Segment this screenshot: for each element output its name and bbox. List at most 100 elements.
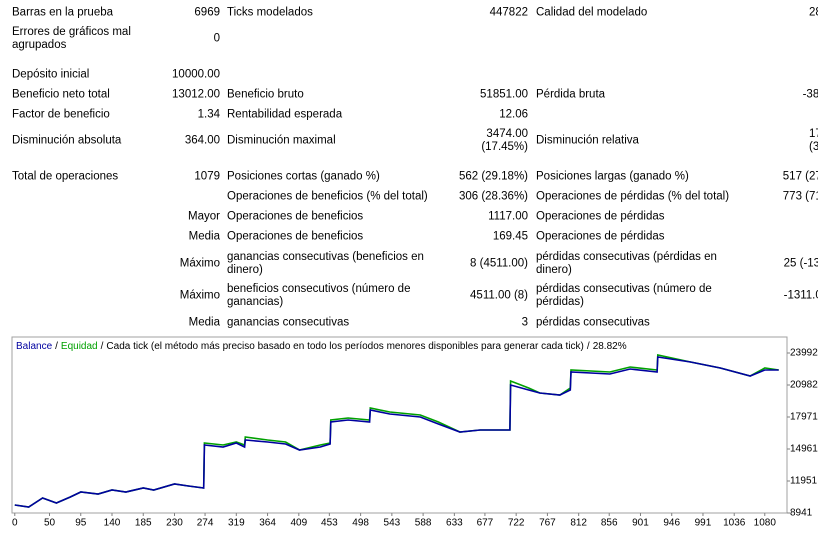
x-tick-label: 319 <box>228 518 245 529</box>
x-tick-label: 364 <box>259 518 276 529</box>
x-tick-label: 901 <box>632 518 649 529</box>
chart-subtitle: Cada tick (el método más preciso basado … <box>106 341 584 352</box>
x-tick-label: 677 <box>477 518 494 529</box>
report-value: 17.45% (3474.0 <box>808 128 818 153</box>
report-label: pérdidas consecutivas (número de pérdida… <box>536 283 712 308</box>
report-label: Disminución maximal <box>227 134 336 147</box>
report-label: Calidad del modelado <box>536 6 648 19</box>
x-tick-label: 1036 <box>723 518 746 529</box>
report-label: Factor de beneficio <box>12 108 110 121</box>
y-tick-label: 23992 <box>790 348 818 359</box>
report-value: 3474.00 (17.45%) <box>481 128 528 153</box>
x-tick-label: 812 <box>570 518 587 529</box>
report-value: 169.45 <box>492 230 528 243</box>
report-value: 25 (-1311.00 <box>783 257 818 270</box>
report-label: pérdidas consecutivas (pérdidas en diner… <box>536 251 717 276</box>
x-tick-label: 722 <box>508 518 525 529</box>
report-label: Disminución absoluta <box>12 134 122 147</box>
report-value: 8 (4511.00) <box>470 257 528 270</box>
x-tick-label: 498 <box>352 518 369 529</box>
x-tick-label: 588 <box>415 518 432 529</box>
report-label: Beneficio neto total <box>12 88 110 101</box>
report-label: Operaciones de beneficios (% del total) <box>227 190 428 203</box>
report-label: Ticks modelados <box>227 6 313 19</box>
x-tick-label: 274 <box>197 518 214 529</box>
y-tick-label: 14961 <box>790 444 818 455</box>
chart-frame <box>11 336 788 514</box>
report-value: 364.00 <box>184 134 220 147</box>
report-value: 3 <box>521 316 528 329</box>
y-tick-label: 11951 <box>790 476 818 487</box>
report-label: Total de operaciones <box>12 170 119 183</box>
report-value: 10000.00 <box>172 68 220 81</box>
report-label: Rentabilidad esperada <box>227 108 343 121</box>
report-label: Operaciones de pérdidas <box>536 210 665 223</box>
report-value: 51851.00 <box>480 88 528 101</box>
report-value: Máximo <box>179 257 220 270</box>
report-value: -1311.00 (25 <box>783 289 818 302</box>
report-label: Pérdida bruta <box>536 88 606 101</box>
x-tick-label: 767 <box>539 518 556 529</box>
report-label: Depósito inicial <box>12 68 90 81</box>
legend-equity: Equidad <box>61 341 98 352</box>
report-value: 306 (28.36%) <box>458 190 528 203</box>
x-tick-label: 140 <box>104 518 121 529</box>
report-value: 517 (27.47% <box>782 170 818 183</box>
x-tick-label: 230 <box>166 518 183 529</box>
balance-line <box>14 356 779 508</box>
report-value: Media <box>188 316 220 329</box>
y-tick-label: 20982 <box>790 380 818 391</box>
report-value: 4511.00 (8) <box>470 289 528 302</box>
x-tick-label: 0 <box>12 518 18 529</box>
report-value: Media <box>188 230 220 243</box>
x-tick-label: 95 <box>75 518 87 529</box>
report-value: 28.82% <box>808 6 818 19</box>
x-tick-label: 991 <box>695 518 712 529</box>
report-label: beneficios consecutivos (número de ganan… <box>227 283 411 308</box>
report-label: ganancias consecutivas <box>227 316 350 329</box>
report-label: Disminución relativa <box>536 134 639 147</box>
report-label: Operaciones de pérdidas <box>536 230 665 243</box>
y-tick-label: 8941 <box>790 508 813 519</box>
modeling-quality: 28.82% <box>593 341 627 352</box>
report-label: Beneficio bruto <box>227 88 304 101</box>
report-value: 6969 <box>194 6 220 19</box>
report-value: -38839.0 <box>802 88 818 101</box>
report-label: Operaciones de pérdidas (% del total) <box>536 190 730 203</box>
report-value: 773 (71.64% <box>782 190 818 203</box>
x-tick-label: 543 <box>384 518 401 529</box>
report-label: Errores de gráficos mal agrupados <box>12 26 131 51</box>
legend-balance: Balance <box>16 341 53 352</box>
y-tick-label: 17971 <box>790 412 818 423</box>
separator: / <box>55 341 58 352</box>
x-tick-label: 633 <box>446 518 463 529</box>
separator: / <box>587 341 590 352</box>
report-label: ganancias consecutivas (beneficios en di… <box>227 251 424 276</box>
report-value: 1079 <box>194 170 220 183</box>
report-value: 13012.00 <box>172 88 220 101</box>
report-value: 1.34 <box>197 108 220 121</box>
report-value: 0 <box>213 32 220 45</box>
report-label: Posiciones cortas (ganado %) <box>227 170 380 183</box>
x-tick-label: 409 <box>290 518 307 529</box>
report-value: 447822 <box>489 6 528 19</box>
report-label: Operaciones de beneficios <box>227 230 364 243</box>
report-label: Barras en la prueba <box>12 6 114 19</box>
x-tick-label: 1080 <box>754 518 777 529</box>
report-label: Operaciones de beneficios <box>227 210 364 223</box>
x-tick-label: 185 <box>135 518 152 529</box>
report-value: Mayor <box>188 210 220 223</box>
separator: / <box>101 341 104 352</box>
x-tick-label: 946 <box>663 518 680 529</box>
report-label: pérdidas consecutivas <box>536 316 650 329</box>
report-value: Máximo <box>179 289 220 302</box>
x-tick-label: 856 <box>601 518 618 529</box>
x-tick-label: 453 <box>321 518 338 529</box>
report-value: 1117.00 <box>488 210 528 223</box>
x-tick-label: 50 <box>44 518 56 529</box>
report-label: Posiciones largas (ganado %) <box>536 170 689 183</box>
report-value: 12.06 <box>499 108 528 121</box>
report-value: 562 (29.18%) <box>458 170 528 183</box>
